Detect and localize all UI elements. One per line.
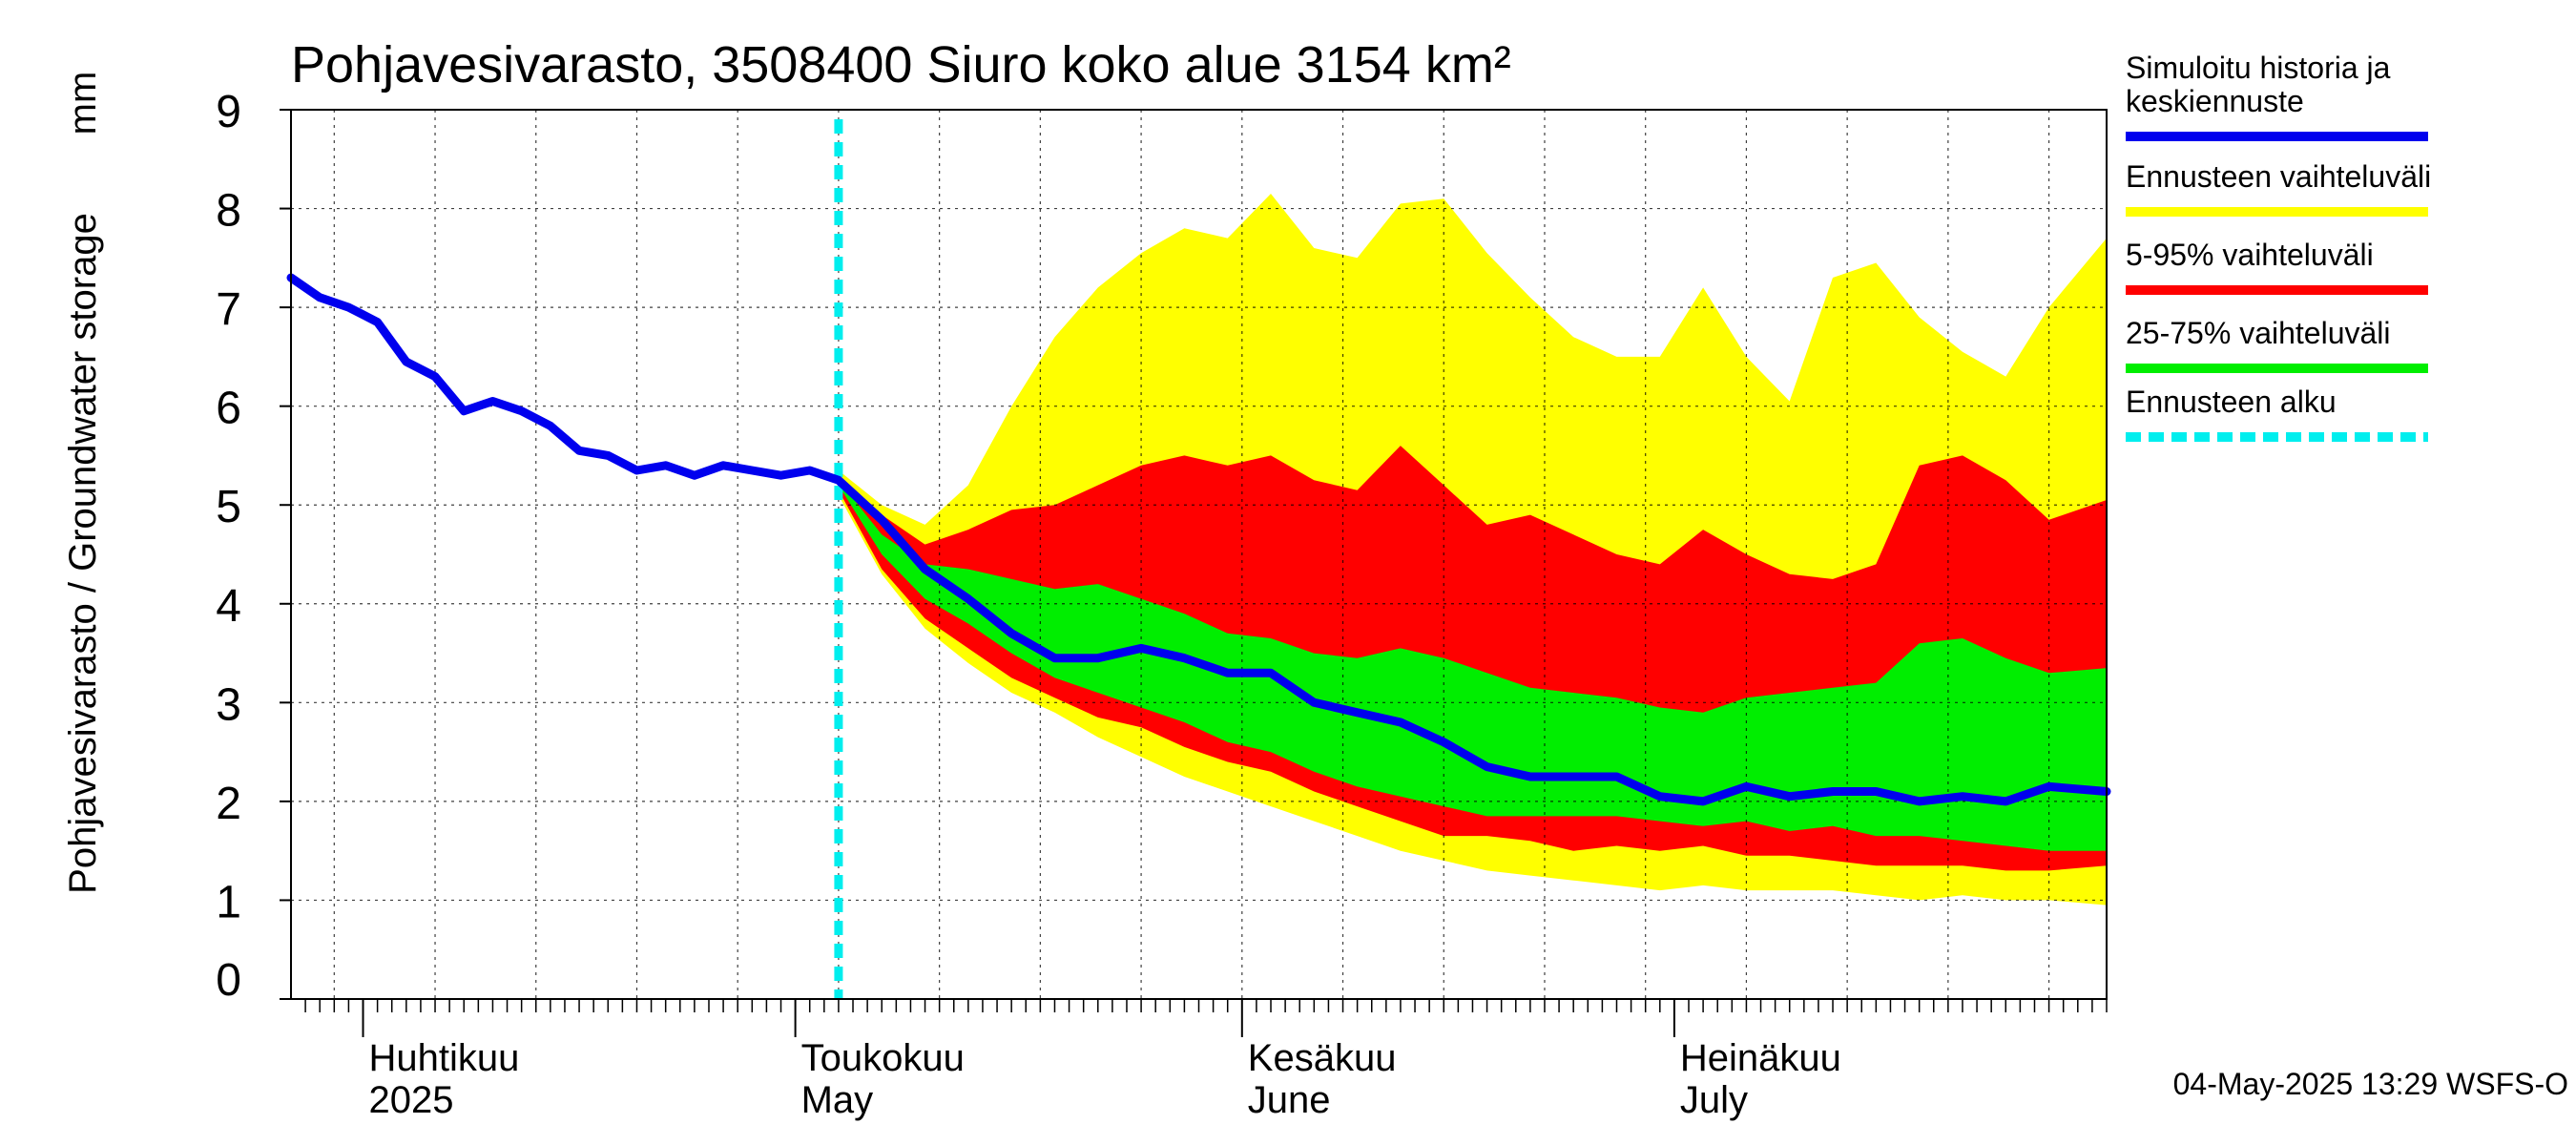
y-tick-label: 9: [216, 87, 241, 137]
legend-label: Ennusteen vaihteluväli: [2126, 159, 2431, 194]
y-tick-label: 2: [216, 779, 241, 829]
x-month-label: Heinäkuu: [1680, 1037, 1841, 1079]
band-25-75: [838, 480, 2107, 851]
y-tick-label: 1: [216, 877, 241, 927]
y-axis-label: Pohjavesivarasto / Groundwater storage: [62, 213, 104, 894]
y-tick-label: 0: [216, 955, 241, 1006]
footer-timestamp: 04-May-2025 13:29 WSFS-O: [2173, 1067, 2568, 1101]
x-month-label: Huhtikuu: [369, 1037, 520, 1079]
y-tick-label: 8: [216, 186, 241, 237]
series-mean-line: [286, 273, 2111, 806]
x-month-sublabel: July: [1680, 1079, 1748, 1121]
y-tick-label: 6: [216, 384, 241, 434]
x-month-label: Toukokuu: [801, 1037, 965, 1079]
legend-label: 5-95% vaihteluväli: [2126, 238, 2374, 272]
x-month-sublabel: June: [1248, 1079, 1331, 1121]
x-month-label: Kesäkuu: [1248, 1037, 1397, 1079]
x-month-sublabel: 2025: [369, 1079, 454, 1121]
y-tick-label: 7: [216, 284, 241, 335]
plot-area: [286, 110, 2111, 999]
legend-label: 25-75% vaihteluväli: [2126, 316, 2391, 350]
legend-label: Ennusteen alku: [2126, 385, 2337, 419]
y-tick-label: 4: [216, 581, 241, 632]
y-axis-unit: mm: [62, 72, 104, 135]
legend-label: Simuloitu historia ja: [2126, 51, 2391, 85]
y-tick-label: 3: [216, 679, 241, 730]
chart-title: Pohjavesivarasto, 3508400 Siuro koko alu…: [291, 36, 1511, 94]
x-month-sublabel: May: [801, 1079, 874, 1121]
y-tick-label: 5: [216, 482, 241, 532]
legend-label: keskiennuste: [2126, 84, 2304, 118]
